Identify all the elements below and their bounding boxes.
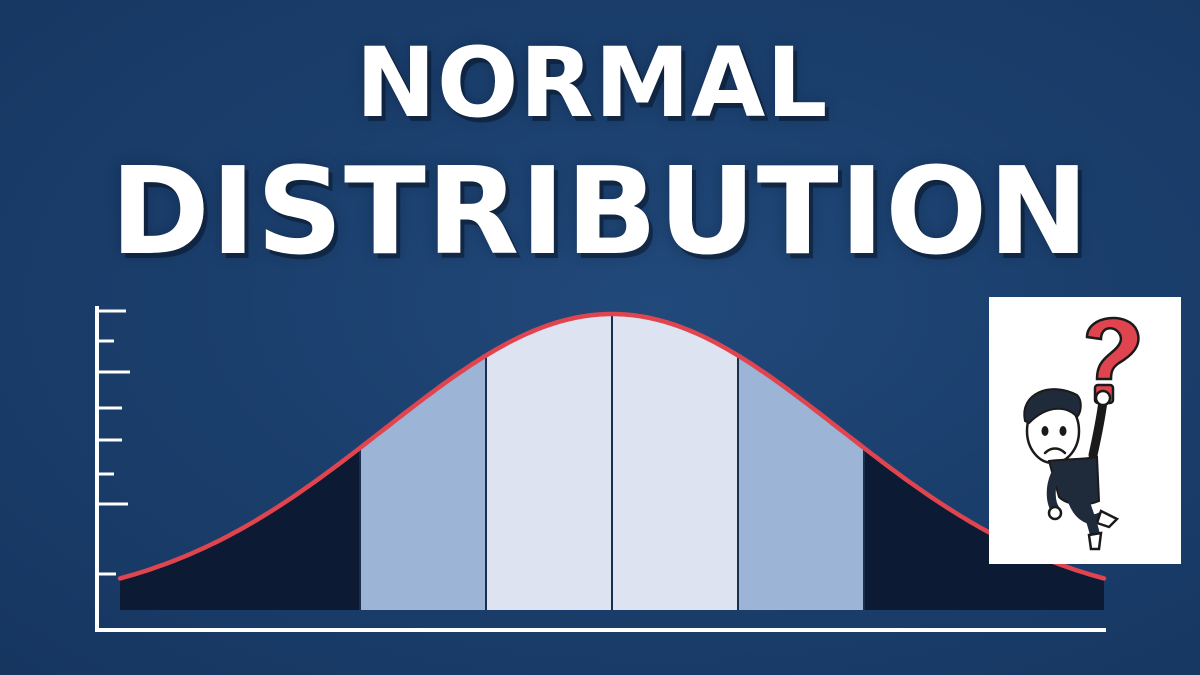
right-leg xyxy=(1080,498,1100,540)
left-shoe xyxy=(1095,509,1120,529)
hair xyxy=(1023,388,1082,425)
title-line-1: NORMAL xyxy=(355,27,829,139)
title-line-2: DISTRIBUTION xyxy=(110,143,1090,282)
confused-man-illustration xyxy=(989,297,1181,564)
right-center-band xyxy=(612,314,738,610)
left-center-band xyxy=(486,314,612,610)
curve-fill-group xyxy=(120,314,1104,610)
lower-hand xyxy=(1047,505,1063,521)
confused-man-icon xyxy=(1023,316,1140,551)
left-mid-band xyxy=(360,314,486,610)
torso xyxy=(1047,455,1101,506)
raised-hand xyxy=(1094,389,1112,407)
right-shoe xyxy=(1087,531,1103,551)
right-eye xyxy=(1059,426,1067,436)
y-axis xyxy=(95,306,130,630)
bell-curve-line xyxy=(117,311,1107,581)
lower-arm xyxy=(1046,470,1060,514)
frown-mouth xyxy=(1043,447,1067,455)
left-eye xyxy=(1041,426,1049,436)
question-mark-icon xyxy=(1085,316,1140,381)
raised-arm xyxy=(1088,396,1108,460)
right-mid-band xyxy=(738,314,864,610)
left-tail-region xyxy=(120,314,360,610)
